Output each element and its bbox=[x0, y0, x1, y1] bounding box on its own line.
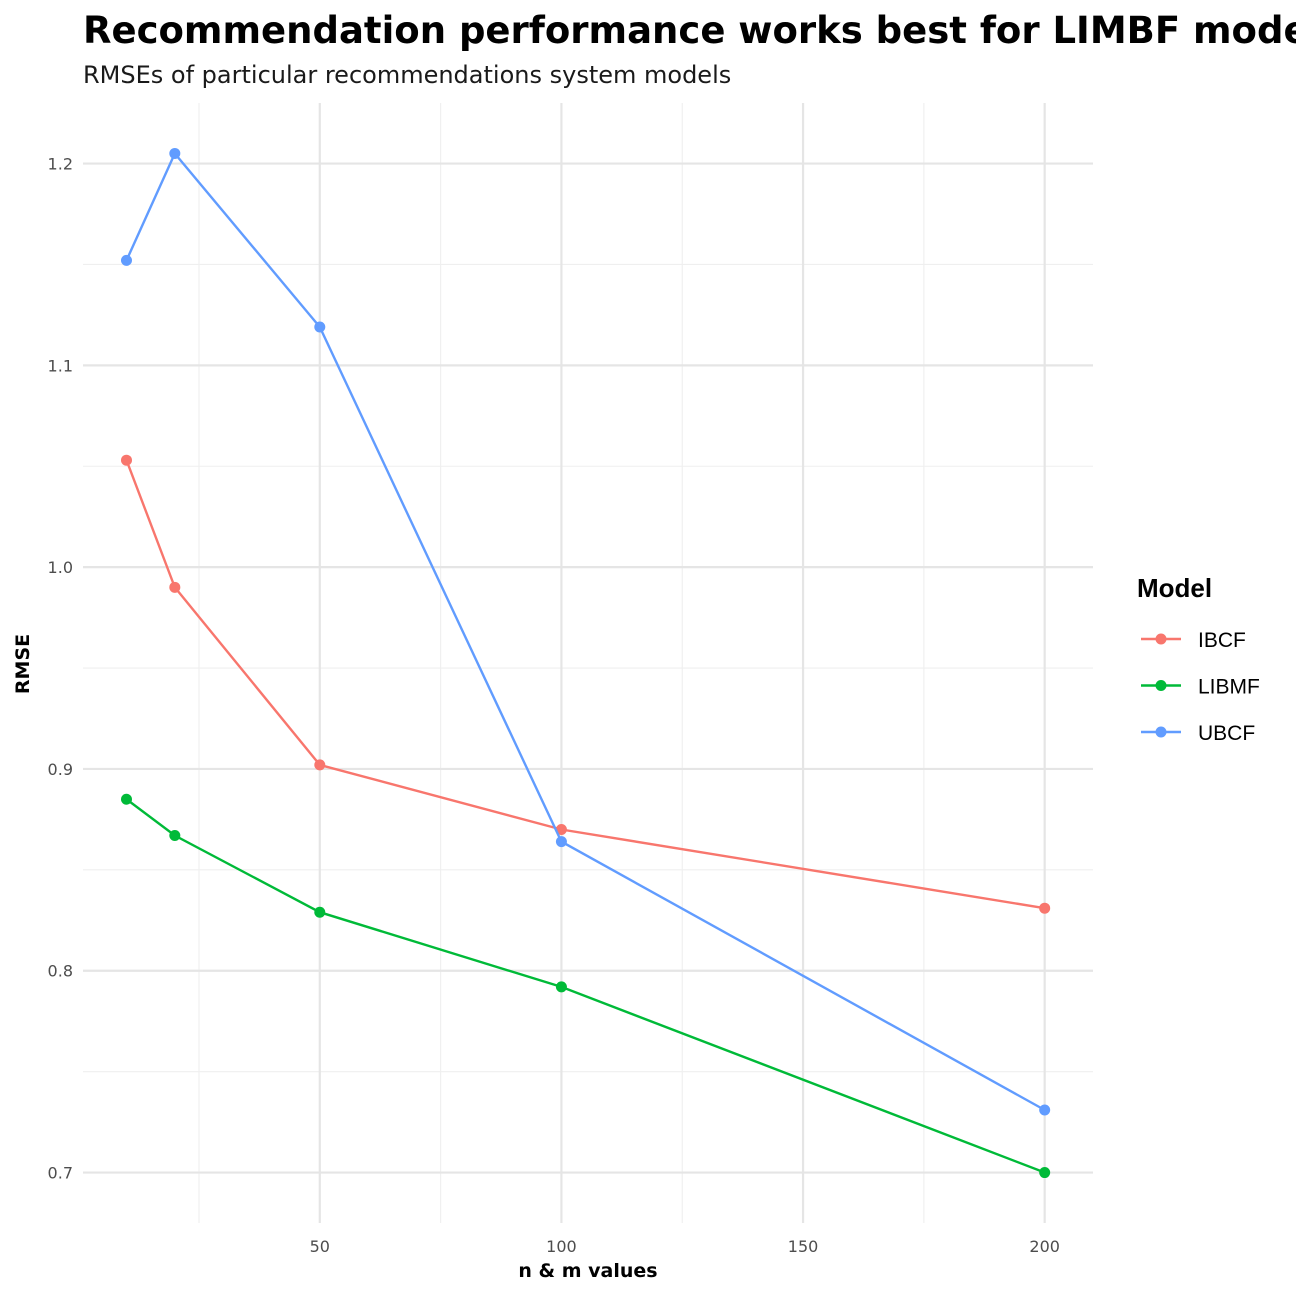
data-point bbox=[120, 254, 132, 266]
series-ubcf bbox=[120, 147, 1051, 1116]
series-line bbox=[125, 151, 1046, 1112]
legend-item-ubcf: UBCF bbox=[1141, 722, 1255, 745]
x-axis-ticks: 50 100 150 200 bbox=[310, 1237, 1060, 1256]
y-axis-title: RMSE bbox=[12, 634, 34, 694]
x-axis-title: n & m values bbox=[518, 1260, 657, 1282]
y-tick-label: 0.9 bbox=[48, 760, 73, 779]
legend-label: IBCF bbox=[1198, 629, 1246, 652]
data-point bbox=[169, 581, 181, 593]
legend-label: LIBMF bbox=[1198, 676, 1260, 699]
data-point bbox=[1039, 902, 1051, 914]
legend-item-libmf: LIBMF bbox=[1141, 676, 1260, 699]
legend-key-point bbox=[1155, 633, 1167, 645]
data-point bbox=[314, 321, 326, 333]
series-layer bbox=[120, 147, 1051, 1179]
data-point bbox=[555, 823, 567, 835]
data-point bbox=[120, 454, 132, 466]
y-tick-label: 1.2 bbox=[48, 155, 73, 174]
legend-item-ibcf: IBCF bbox=[1141, 629, 1246, 652]
x-tick-label: 150 bbox=[788, 1237, 819, 1256]
data-point bbox=[555, 981, 567, 993]
data-point bbox=[1039, 1104, 1051, 1116]
y-tick-label: 0.8 bbox=[48, 962, 73, 981]
legend-label: UBCF bbox=[1198, 722, 1255, 745]
legend-key-point bbox=[1155, 680, 1167, 691]
x-tick-label: 50 bbox=[310, 1237, 330, 1256]
data-point bbox=[169, 830, 181, 842]
chart-subtitle: RMSEs of particular recommendations syst… bbox=[83, 61, 731, 89]
y-tick-label: 1.0 bbox=[48, 558, 73, 577]
chart-title: Recommendation performance works best fo… bbox=[83, 9, 1296, 52]
x-tick-label: 100 bbox=[546, 1237, 577, 1256]
data-point bbox=[120, 793, 132, 805]
series-libmf bbox=[120, 793, 1051, 1179]
y-axis-ticks: 0.7 0.8 0.9 1.0 1.1 1.2 bbox=[48, 155, 73, 1183]
y-tick-label: 1.1 bbox=[48, 356, 73, 375]
data-point bbox=[555, 836, 567, 848]
plot-grid bbox=[83, 103, 1093, 1223]
legend-title: Model bbox=[1137, 573, 1212, 603]
data-point bbox=[314, 906, 326, 918]
data-point bbox=[169, 147, 181, 159]
y-tick-label: 0.7 bbox=[48, 1164, 73, 1183]
series-line bbox=[125, 459, 1045, 910]
legend: Model IBCF LIBMF UBCF bbox=[1137, 573, 1260, 745]
x-tick-label: 200 bbox=[1029, 1237, 1060, 1256]
legend-key-point bbox=[1155, 726, 1167, 738]
series-ibcf bbox=[120, 454, 1051, 914]
data-point bbox=[1039, 1167, 1051, 1179]
data-point bbox=[314, 759, 326, 771]
